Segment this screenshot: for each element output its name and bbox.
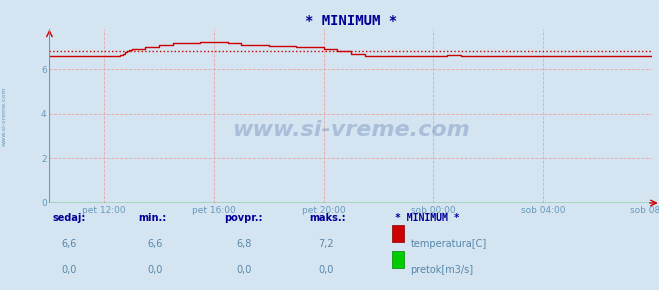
Text: min.:: min.: [138,213,167,223]
Text: pretok[m3/s]: pretok[m3/s] [411,265,474,275]
Text: 7,2: 7,2 [318,239,334,249]
Text: 6,6: 6,6 [147,239,163,249]
Text: sedaj:: sedaj: [53,213,86,223]
Text: www.si-vreme.com: www.si-vreme.com [232,120,470,140]
Text: www.si-vreme.com: www.si-vreme.com [2,86,7,146]
Text: 6,6: 6,6 [61,239,77,249]
Text: 0,0: 0,0 [61,265,77,275]
Text: povpr.:: povpr.: [224,213,262,223]
Title: * MINIMUM *: * MINIMUM * [305,14,397,28]
Text: 6,8: 6,8 [236,239,252,249]
Text: 0,0: 0,0 [147,265,163,275]
Text: 0,0: 0,0 [318,265,334,275]
Text: * MINIMUM *: * MINIMUM * [395,213,460,223]
Text: 0,0: 0,0 [236,265,252,275]
Text: maks.:: maks.: [310,213,347,223]
Text: temperatura[C]: temperatura[C] [411,239,487,249]
